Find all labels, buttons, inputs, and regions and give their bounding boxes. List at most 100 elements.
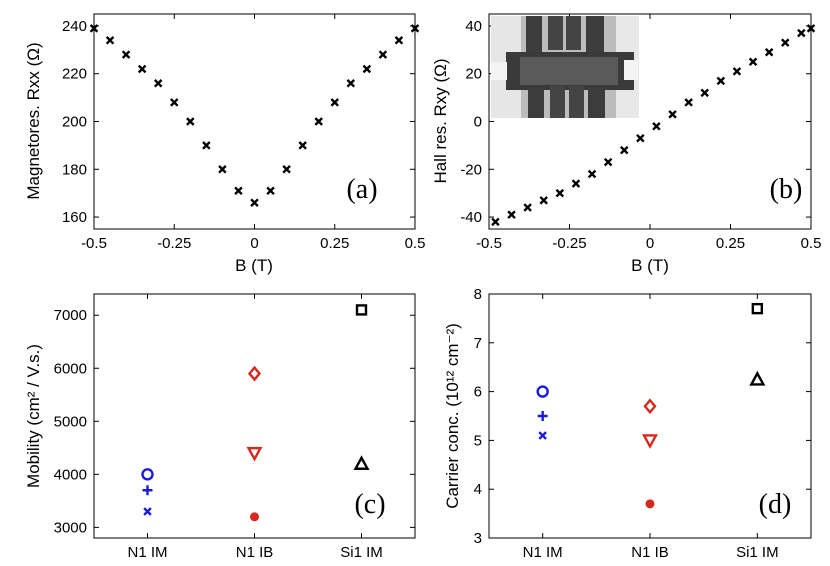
y-tick-label: 6	[474, 384, 482, 401]
x-tick-label: -0.25	[157, 235, 191, 252]
y-tick-label: 3000	[54, 519, 87, 536]
x-tick-label: 0.5	[801, 235, 822, 252]
x-tick-label: -0.5	[81, 235, 107, 252]
data-point	[298, 141, 307, 150]
panel-b-label: (b)	[770, 174, 803, 205]
panel-a-ticks: 160 180 200 220 240 -0.5 -0.25 0 0.25 0.5	[62, 14, 425, 252]
data-point	[619, 145, 629, 155]
data-point-triangle-down	[641, 434, 659, 449]
data-point	[266, 186, 275, 196]
data-point	[202, 141, 211, 150]
x-tick-label: N1 IB	[236, 544, 274, 561]
data-point	[668, 110, 677, 119]
y-tick-label: 0	[474, 114, 482, 131]
panel-c-ylabel: Mobility (cm² / V.s.)	[24, 344, 43, 488]
data-point	[153, 79, 163, 88]
y-tick-label: 5	[474, 432, 482, 449]
x-tick-label: N1 IM	[523, 544, 563, 561]
panel-d-ylabel: Carrier conc. (10¹² cm⁻²)	[443, 323, 462, 509]
panel-b-xlabel: B (T)	[631, 256, 669, 275]
x-tick-label: Si1 IM	[340, 544, 383, 561]
x-tick-label: 0	[646, 235, 654, 252]
x-tick-label: N1 IB	[631, 544, 669, 561]
data-point	[636, 133, 645, 143]
data-point	[780, 38, 790, 47]
y-tick-label: 200	[62, 114, 87, 131]
panel-d-marks	[536, 302, 766, 509]
data-point-diamond	[643, 398, 657, 415]
data-point	[806, 24, 816, 33]
data-point-circle	[141, 468, 154, 481]
data-point	[764, 47, 774, 57]
data-point-plus	[142, 485, 153, 496]
data-point	[571, 179, 581, 188]
panel-a: 160 180 200 220 240 -0.5 -0.25 0 0.25 0.5 (a) B (…	[24, 13, 425, 275]
y-tick-label: 220	[62, 66, 87, 83]
data-point	[684, 98, 693, 107]
x-tick-label: N1 IM	[127, 544, 167, 561]
panel-c-ticks: 3000 4000 5000 6000 7000 N1 IM N1 IB Si1 IM	[54, 294, 415, 561]
y-tick-label: 7	[474, 335, 482, 352]
data-point	[587, 169, 597, 179]
data-point	[137, 64, 147, 74]
data-point	[330, 98, 339, 107]
data-point-triangle-up	[353, 455, 370, 470]
data-point	[523, 203, 532, 212]
data-point	[346, 79, 356, 88]
y-tick-label: 4	[474, 481, 482, 498]
y-tick-label: 240	[62, 18, 87, 35]
y-tick-label: -20	[460, 161, 482, 178]
data-point-square	[355, 304, 368, 316]
data-point-dot	[645, 499, 655, 509]
data-point-circle	[536, 385, 549, 398]
y-tick-label: 4000	[54, 466, 87, 483]
data-point	[218, 165, 227, 174]
x-tick-label: 0.5	[405, 235, 426, 252]
data-point-plus	[537, 411, 548, 421]
data-point	[652, 122, 661, 131]
panel-d: 3 4 5 6 7 8 N1 IM N1 IB Si1 IM (d) Carrier conc.…	[443, 286, 812, 561]
y-tick-label: 180	[62, 161, 87, 178]
y-tick-label: 3	[474, 530, 482, 547]
inset-micrograph	[491, 16, 639, 118]
data-point	[362, 64, 372, 74]
data-point	[394, 36, 404, 45]
panel-a-ylabel: Magnetores. Rxx (Ω)	[24, 42, 43, 199]
panel-c-marks	[141, 304, 370, 522]
data-point-diamond	[247, 365, 262, 382]
data-point	[250, 198, 259, 207]
data-point	[507, 210, 516, 219]
y-tick-label: 7000	[54, 307, 87, 324]
x-tick-label: -0.25	[552, 235, 586, 252]
panel-a-marks	[89, 24, 420, 207]
data-point	[491, 217, 500, 227]
y-tick-label: 20	[465, 66, 482, 83]
data-point	[700, 88, 709, 98]
data-point	[378, 50, 388, 59]
data-point-square	[751, 302, 764, 315]
x-tick-label: Si1 IM	[736, 544, 779, 561]
panel-b-marks	[491, 24, 816, 227]
panel-c: 3000 4000 5000 6000 7000 N1 IM N1 IB Si1 IM (c)…	[24, 293, 416, 561]
data-point-x	[143, 507, 152, 516]
data-point	[170, 98, 179, 107]
data-point-dot	[250, 512, 259, 522]
data-point	[555, 188, 565, 198]
y-tick-label: 6000	[54, 360, 87, 377]
panel-b-ylabel: Hall res. Rxy (Ω)	[431, 58, 450, 183]
data-point-x	[538, 431, 547, 440]
data-point	[282, 165, 291, 174]
panel-a-xlabel: B (T)	[235, 256, 273, 275]
data-point	[314, 117, 323, 126]
y-tick-label: 8	[474, 286, 482, 303]
y-tick-label: 40	[465, 18, 482, 35]
x-tick-label: 0.25	[716, 235, 745, 252]
panel-d-label: (d)	[759, 489, 792, 520]
data-point	[603, 157, 613, 167]
data-point	[410, 24, 420, 33]
data-point	[186, 117, 195, 126]
data-point	[105, 36, 115, 45]
panel-d-ticks: 3 4 5 6 7 8 N1 IM N1 IB Si1 IM	[474, 286, 811, 561]
panel-a-label: (a)	[346, 174, 377, 205]
